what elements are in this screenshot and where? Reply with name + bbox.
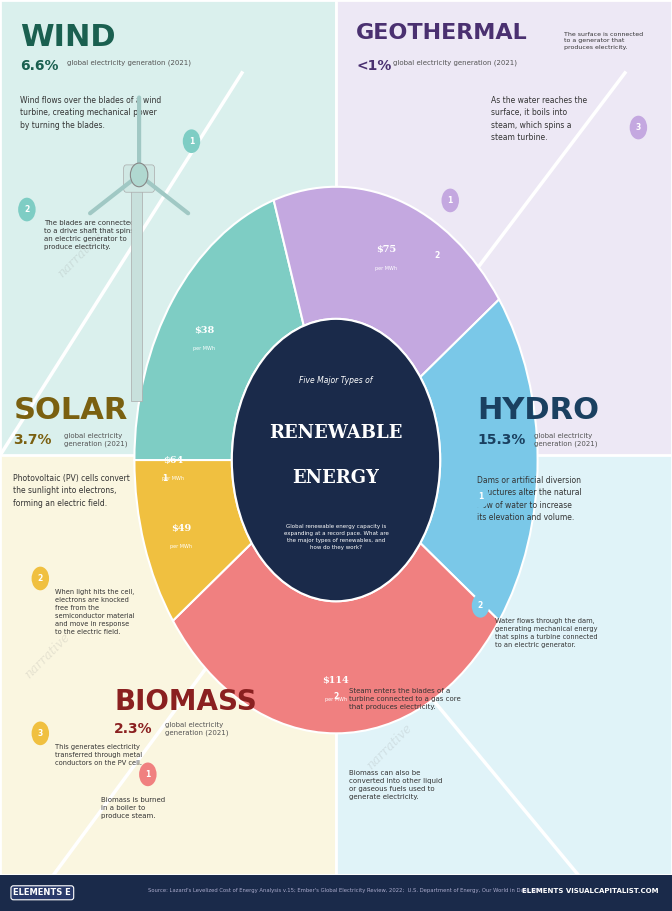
Text: global electricity
generation (2021): global electricity generation (2021) [64, 433, 127, 446]
Bar [0, 0, 336, 456]
Text: $49: $49 [171, 524, 191, 533]
Text: BIOMASS: BIOMASS [114, 688, 257, 716]
Text: RENEWABLE: RENEWABLE [269, 424, 403, 442]
Circle shape [232, 319, 440, 601]
Circle shape [472, 485, 489, 508]
Text: 2: 2 [434, 251, 439, 260]
Text: Biomass is burned
in a boiler to
produce steam.: Biomass is burned in a boiler to produce… [101, 797, 165, 819]
Text: The surface is connected
to a generator that
produces electricity.: The surface is connected to a generator … [564, 32, 644, 50]
Text: per MWh: per MWh [325, 697, 347, 701]
Text: GEOTHERMAL: GEOTHERMAL [356, 23, 528, 43]
Circle shape [428, 243, 446, 267]
Text: 1: 1 [478, 492, 483, 501]
Circle shape [327, 685, 345, 709]
Text: SOLAR: SOLAR [13, 396, 128, 425]
Text: Global renewable energy capacity is
expanding at a record pace. What are
the maj: Global renewable energy capacity is expa… [284, 525, 388, 550]
Text: 2: 2 [478, 601, 483, 610]
Text: As the water reaches the
surface, it boils into
steam, which spins a
steam turbi: As the water reaches the surface, it boi… [491, 96, 587, 142]
Text: ENERGY: ENERGY [292, 469, 380, 487]
Text: Dams or artificial diversion
structures alter the natural
flow of water to incre: Dams or artificial diversion structures … [477, 476, 582, 522]
Text: 1: 1 [189, 137, 194, 146]
Text: per MWh: per MWh [170, 544, 192, 549]
Text: Water flows through the dam,
generating mechanical energy
that spins a turbine c: Water flows through the dam, generating … [495, 618, 598, 648]
Bar [0, 456, 336, 875]
Circle shape [139, 763, 157, 786]
Text: 3: 3 [636, 123, 641, 132]
Text: 6.6%: 6.6% [20, 59, 58, 73]
Wedge shape [134, 460, 252, 620]
Text: 2: 2 [333, 692, 339, 701]
Text: Steam enters the blades of a
turbine connected to a gas core
that produces elect: Steam enters the blades of a turbine con… [349, 688, 461, 710]
Text: $75: $75 [376, 245, 396, 254]
Wedge shape [420, 300, 538, 620]
Text: Biomass can also be
converted into other liquid
or gaseous fuels used to
generat: Biomass can also be converted into other… [349, 770, 443, 800]
Text: 2: 2 [38, 574, 43, 583]
Text: Five Major Types of: Five Major Types of [299, 376, 373, 385]
Text: 15.3%: 15.3% [477, 433, 526, 446]
Text: The blades are connected
to a drive shaft that spins
an electric generator to
pr: The blades are connected to a drive shaf… [44, 220, 134, 251]
Text: This generates electricity
transferred through metal
conductors on the PV cell.: This generates electricity transferred t… [55, 744, 142, 766]
Circle shape [130, 163, 148, 187]
Text: 3: 3 [38, 729, 43, 738]
Text: Wind flows over the blades of a wind
turbine, creating mechanical power
by turni: Wind flows over the blades of a wind tur… [20, 96, 161, 129]
Bar [336, 456, 672, 875]
Text: <1%: <1% [356, 59, 392, 73]
Wedge shape [173, 543, 499, 733]
Text: per MWh: per MWh [376, 266, 397, 271]
Circle shape [32, 722, 49, 745]
Circle shape [472, 594, 489, 618]
Text: narrative: narrative [22, 630, 73, 681]
Text: When light hits the cell,
electrons are knocked
free from the
semiconductor mate: When light hits the cell, electrons are … [55, 589, 134, 634]
Text: HYDRO: HYDRO [477, 396, 599, 425]
FancyBboxPatch shape [124, 165, 155, 192]
Circle shape [630, 116, 647, 139]
Circle shape [442, 189, 459, 212]
Text: 1: 1 [162, 474, 167, 483]
Text: 1: 1 [145, 770, 151, 779]
Text: $64: $64 [163, 456, 183, 465]
Text: narrative: narrative [364, 722, 415, 773]
Text: global electricity generation (2021): global electricity generation (2021) [393, 59, 517, 66]
Circle shape [32, 567, 49, 590]
Text: global electricity
generation (2021): global electricity generation (2021) [534, 433, 597, 446]
Text: 2: 2 [24, 205, 30, 214]
Text: $114: $114 [323, 677, 349, 685]
Bar [131, 182, 142, 401]
Wedge shape [274, 187, 499, 377]
Circle shape [18, 198, 36, 221]
Text: Photovoltaic (PV) cells convert
the sunlight into electrons,
forming an electric: Photovoltaic (PV) cells convert the sunl… [13, 474, 130, 507]
Text: $38: $38 [194, 326, 214, 334]
Text: 1: 1 [448, 196, 453, 205]
Circle shape [183, 129, 200, 153]
Text: narrative: narrative [55, 230, 106, 281]
Text: ELEMENTS VISUALCAPITALIST.COM: ELEMENTS VISUALCAPITALIST.COM [522, 888, 659, 894]
Text: narrative: narrative [458, 321, 509, 372]
Text: per MWh: per MWh [193, 346, 215, 351]
Text: global electricity generation (2021): global electricity generation (2021) [67, 59, 192, 66]
Bar [336, 0, 672, 456]
Circle shape [156, 466, 173, 490]
Text: WIND: WIND [20, 23, 116, 52]
Text: 3.7%: 3.7% [13, 433, 52, 446]
Text: ELEMENTS E: ELEMENTS E [13, 888, 71, 897]
Text: 2.3%: 2.3% [114, 722, 153, 735]
Text: per MWh: per MWh [162, 476, 184, 481]
Text: Source: Lazard's Levelized Cost of Energy Analysis v.15; Ember's Global Electric: Source: Lazard's Levelized Cost of Energ… [148, 888, 541, 894]
Wedge shape [134, 200, 304, 460]
Text: global electricity
generation (2021): global electricity generation (2021) [165, 722, 228, 735]
Bar [0, 875, 672, 911]
